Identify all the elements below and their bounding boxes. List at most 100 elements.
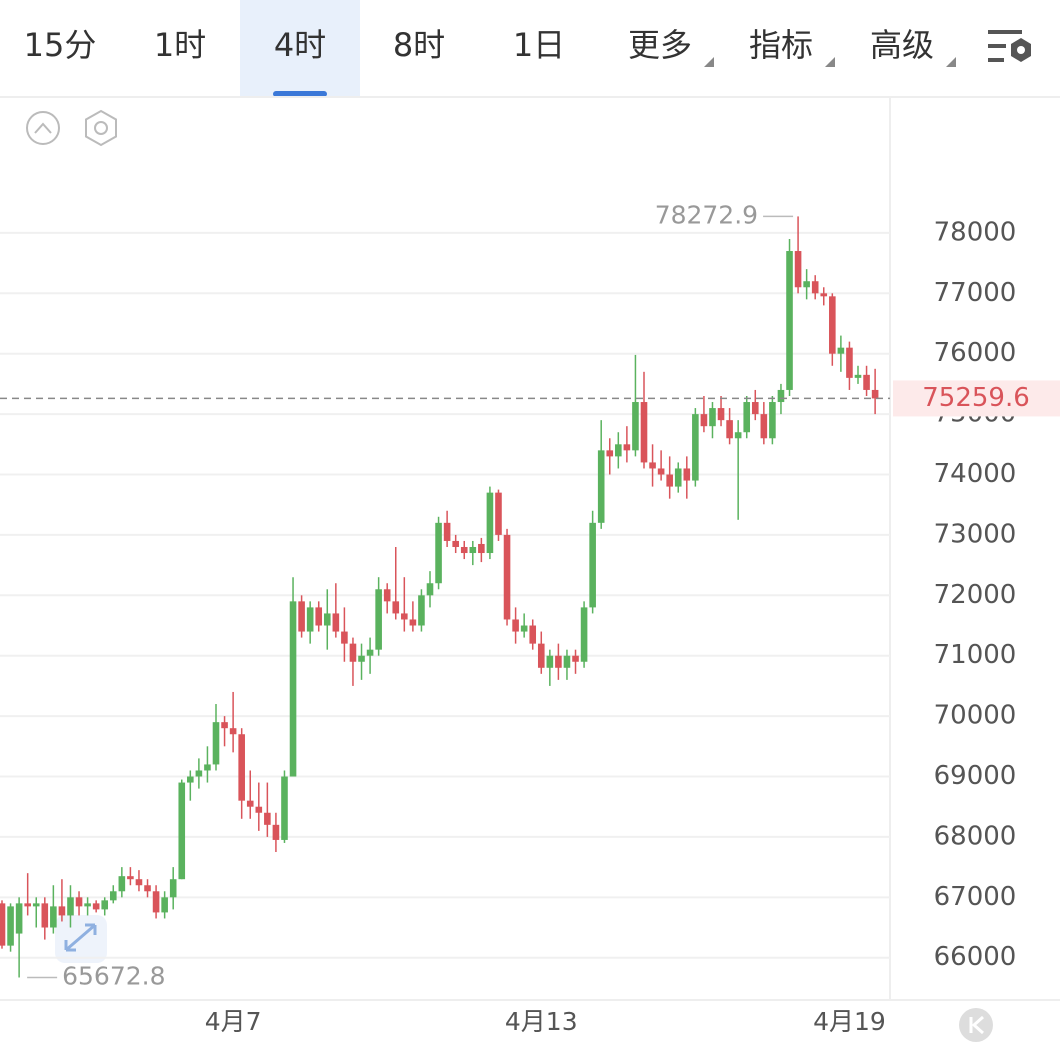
candle-body bbox=[7, 906, 14, 946]
candle-body bbox=[580, 607, 588, 662]
candle-body bbox=[452, 540, 459, 547]
candle-body bbox=[58, 906, 66, 916]
candle-body bbox=[777, 389, 785, 403]
candle-body bbox=[109, 891, 117, 901]
candle-body bbox=[615, 444, 622, 457]
y-tick-label: 77000 bbox=[934, 278, 1017, 308]
candle-body bbox=[323, 613, 331, 626]
candle-body bbox=[50, 906, 57, 928]
menu-caret bbox=[946, 57, 956, 67]
candle-body bbox=[520, 625, 528, 632]
candle-body bbox=[392, 601, 400, 614]
menu[interactable]: 高级 bbox=[870, 26, 934, 64]
candle-body bbox=[837, 347, 845, 354]
candle-body bbox=[820, 293, 828, 297]
candle-body bbox=[366, 649, 374, 656]
candle-body bbox=[443, 522, 451, 541]
candle-body bbox=[555, 655, 562, 668]
candle-body bbox=[486, 492, 494, 554]
y-tick-label: 68000 bbox=[934, 821, 1017, 851]
candle-body bbox=[863, 374, 870, 390]
tab[interactable]: 1日 bbox=[513, 26, 565, 64]
candle-body bbox=[84, 903, 91, 907]
candle-body bbox=[811, 281, 819, 294]
y-tick-label: 71000 bbox=[934, 640, 1017, 670]
candle-body bbox=[238, 734, 245, 801]
tab[interactable]: 8时 bbox=[393, 26, 445, 64]
y-tick-label: 76000 bbox=[934, 338, 1017, 368]
candle-body bbox=[135, 879, 143, 886]
candle-body bbox=[700, 414, 708, 427]
candle-body bbox=[786, 251, 793, 390]
candle-body bbox=[760, 414, 768, 439]
candle-body bbox=[495, 492, 502, 535]
candle-body bbox=[75, 897, 83, 907]
candle-body bbox=[306, 607, 314, 632]
candle-body bbox=[358, 655, 365, 662]
candle-body bbox=[546, 655, 554, 668]
candle-body bbox=[649, 462, 656, 469]
y-tick-label: 78000 bbox=[934, 217, 1017, 247]
scroll-end-arrow bbox=[969, 1015, 984, 1035]
chart-settings-dot bbox=[94, 121, 108, 135]
candle-body bbox=[204, 764, 211, 771]
candle-body bbox=[383, 589, 391, 602]
expand-icon[interactable] bbox=[55, 915, 107, 963]
candle-body bbox=[537, 643, 545, 668]
candle-body bbox=[246, 800, 254, 807]
candle-body bbox=[435, 522, 442, 584]
candle-body bbox=[769, 402, 776, 439]
y-tick-label: 74000 bbox=[934, 459, 1017, 489]
candle-body bbox=[751, 402, 759, 415]
candle-body bbox=[674, 468, 682, 487]
candle-body bbox=[426, 583, 434, 596]
candle-body bbox=[169, 879, 177, 898]
candle-body bbox=[255, 806, 263, 813]
menu[interactable]: 更多 bbox=[628, 26, 692, 64]
max-label: 78272.9 bbox=[655, 200, 758, 229]
last-price-box bbox=[893, 380, 1060, 417]
y-tick-label: 69000 bbox=[934, 761, 1017, 791]
x-tick-label: 4月13 bbox=[505, 1007, 578, 1036]
candle-body bbox=[41, 903, 49, 928]
menu[interactable]: 指标 bbox=[749, 26, 813, 64]
candle-body bbox=[187, 776, 194, 783]
candle-body bbox=[212, 722, 220, 765]
candle-body bbox=[289, 601, 297, 777]
candle-body bbox=[829, 296, 836, 354]
candle-body bbox=[152, 891, 160, 913]
collapse-icon[interactable] bbox=[26, 111, 60, 145]
candle-body bbox=[692, 414, 699, 481]
candle-body bbox=[418, 595, 425, 626]
candle-body bbox=[195, 770, 203, 777]
candle-body bbox=[529, 625, 537, 644]
candle-body bbox=[272, 824, 280, 840]
tab[interactable]: 15分 bbox=[24, 26, 97, 64]
candle-body bbox=[32, 903, 40, 907]
tab[interactable]: 4时 bbox=[274, 26, 326, 64]
candle-body bbox=[118, 876, 126, 892]
candle-body bbox=[572, 655, 579, 662]
candle-body bbox=[92, 903, 100, 910]
x-tick-label: 4月19 bbox=[813, 1007, 886, 1036]
candle-body bbox=[632, 402, 639, 451]
candle-body bbox=[683, 468, 691, 481]
chart-settings-icon[interactable] bbox=[85, 109, 117, 147]
settings-icon[interactable] bbox=[988, 30, 1031, 62]
collapse-arrow bbox=[34, 122, 52, 134]
menu-caret bbox=[704, 57, 714, 67]
candle-body bbox=[512, 619, 519, 632]
candle-body bbox=[401, 613, 408, 620]
candle-body bbox=[144, 885, 151, 892]
candle-body bbox=[101, 900, 109, 910]
candle-body bbox=[563, 655, 571, 668]
tab[interactable]: 1时 bbox=[154, 26, 206, 64]
candle-body bbox=[264, 812, 271, 825]
candle-body bbox=[281, 776, 288, 840]
y-tick-label: 70000 bbox=[934, 701, 1017, 731]
candle-body bbox=[623, 444, 631, 451]
y-tick-label: 73000 bbox=[934, 519, 1017, 549]
last-price-label: 75259.6 bbox=[922, 383, 1030, 413]
candle-body bbox=[640, 402, 648, 463]
